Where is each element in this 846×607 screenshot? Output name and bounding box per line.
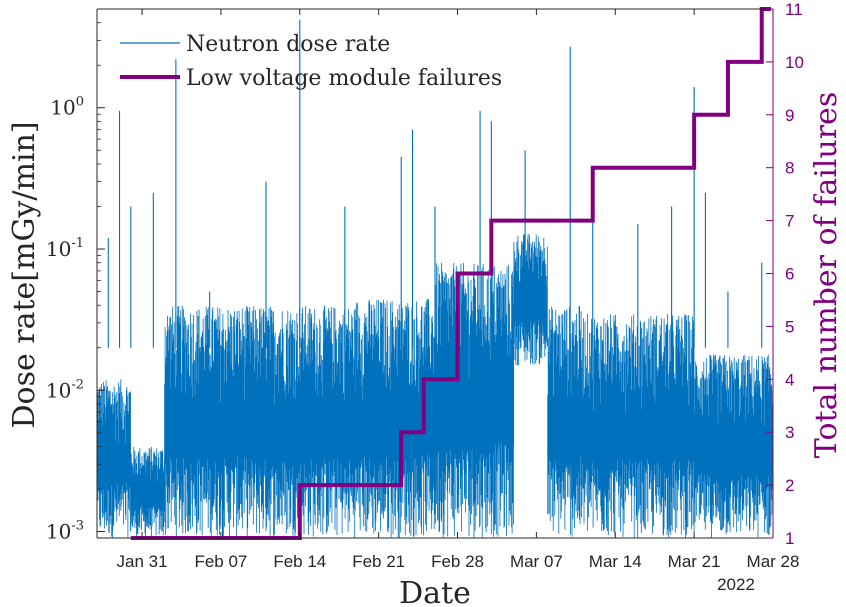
- legend-label-dose: Neutron dose rate: [186, 32, 390, 57]
- axes: [96, 8, 774, 539]
- y2-tick-label-10: 11: [785, 0, 803, 19]
- year-label: 2022: [717, 575, 755, 594]
- y2-tick-label-5: 6: [785, 265, 794, 284]
- y2-tick-label-2: 3: [785, 423, 794, 442]
- y-tick-label-0: 100: [50, 95, 84, 120]
- x-tick-label-0: Jan 31: [117, 552, 168, 571]
- y2-tick-label-4: 5: [785, 317, 794, 336]
- y2-tick-label-8: 9: [785, 106, 794, 125]
- y2-tick-label-9: 10: [785, 53, 804, 72]
- y-tick-label-2: 10-2: [46, 377, 84, 402]
- x-tick-label-5: Mar 07: [510, 552, 563, 571]
- x-tick-label-7: Mar 21: [668, 552, 721, 571]
- y-tick-label-1: 10-1: [46, 236, 84, 261]
- tick-labels: Jan 31 Feb 07 Feb 14 Feb 21 Feb 28 Mar 07 Mar …: [46, 0, 804, 571]
- y2-tick-label-0: 1: [785, 529, 794, 548]
- legend: Neutron dose rate Low voltage module fai…: [120, 32, 502, 91]
- x-tick-label-2: Feb 14: [273, 552, 326, 571]
- x-tick-label-6: Mar 14: [589, 552, 642, 571]
- x-tick-label-8: Mar 28: [747, 552, 800, 571]
- y-axis-label: Dose rate[mGy/min]: [7, 121, 42, 428]
- failures-series: [130, 7, 771, 540]
- x-tick-label-4: Feb 28: [431, 552, 484, 571]
- y2-tick-label-3: 4: [785, 370, 794, 389]
- failures-step-line: [130, 7, 771, 540]
- x-tick-label-3: Feb 21: [352, 552, 405, 571]
- dose-rate-series: [96, 19, 774, 538]
- legend-label-failures: Low voltage module failures: [186, 66, 502, 91]
- x-tick-label-1: Feb 07: [194, 552, 247, 571]
- x-axis-label: Date: [399, 576, 471, 607]
- y2-tick-label-7: 8: [785, 159, 794, 178]
- y2-axis-label: Total number of failures: [809, 92, 844, 458]
- y2-tick-label-6: 7: [785, 212, 794, 231]
- y2-tick-label-1: 2: [785, 476, 794, 495]
- y-tick-label-3: 10-3: [46, 519, 84, 544]
